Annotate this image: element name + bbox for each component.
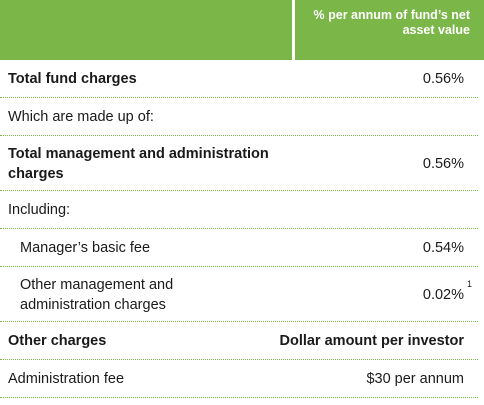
header-blank-cell <box>0 0 292 60</box>
row-value: 0.02% <box>422 287 464 303</box>
table-header: % per annum of fund’s net asset value <box>0 0 484 60</box>
header-label-line1: % per annum of fund’s net <box>313 8 470 22</box>
row-label: Which are made up of: <box>8 109 154 125</box>
row-value: 0.56% <box>422 71 464 87</box>
table-row-total-management: Total management and administration char… <box>0 136 478 191</box>
header-column-label: % per annum of fund’s net asset value <box>295 0 484 60</box>
row-label: Administration fee <box>8 371 125 387</box>
footnote-marker: 1 <box>466 279 472 289</box>
table-row-administration-fee: Administration fee $30 per annum <box>0 360 478 398</box>
row-value: 0.54% <box>422 240 464 256</box>
row-label-line2: administration charges <box>20 297 166 313</box>
table-row-including: Including: <box>0 191 478 229</box>
row-label: Other charges <box>8 333 107 349</box>
row-value: Dollar amount per investor <box>279 333 464 349</box>
row-value: $30 per annum <box>366 371 464 387</box>
table-row-managers-basic-fee: Manager’s basic fee 0.54% <box>0 229 478 267</box>
table-row-total-fund-charges: Total fund charges 0.56% <box>0 60 478 98</box>
header-separator <box>292 0 295 60</box>
row-label-line1: Other management and <box>20 277 174 293</box>
row-label: Including: <box>8 202 71 218</box>
header-label-line2: asset value <box>402 23 470 37</box>
row-label: Total fund charges <box>8 71 137 87</box>
table-row-other-management: Other management and administration char… <box>0 267 478 322</box>
row-label-line2: charges <box>8 166 64 182</box>
row-value: 0.56% <box>422 156 464 172</box>
table-row-made-up-of: Which are made up of: <box>0 98 478 136</box>
table-row-other-charges: Other charges Dollar amount per investor <box>0 322 478 360</box>
row-label: Manager’s basic fee <box>20 240 151 256</box>
row-label-line1: Total management and administration <box>8 146 269 162</box>
